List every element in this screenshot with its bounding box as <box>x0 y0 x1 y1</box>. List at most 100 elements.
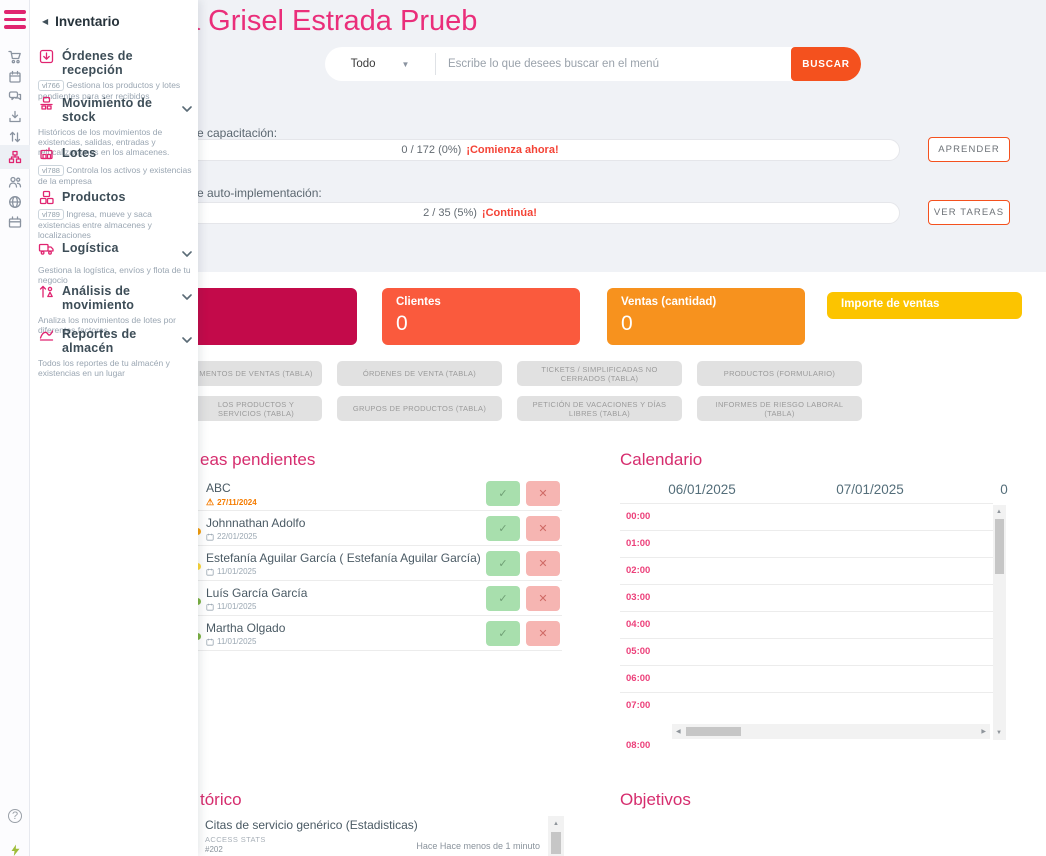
globe-icon[interactable] <box>0 190 30 214</box>
task-confirm-button[interactable]: ✓ <box>486 586 520 611</box>
calendar-time-row[interactable]: 03:00 <box>620 584 993 611</box>
scrollbar-thumb[interactable] <box>995 519 1004 574</box>
scroll-up-arrow-icon[interactable]: ▲ <box>996 509 1002 515</box>
inbox-download-icon[interactable] <box>0 105 30 129</box>
calendar-time-row[interactable]: 05:00 <box>620 638 993 665</box>
stock-movement-icon <box>40 96 53 110</box>
kpi-card-clientes[interactable]: Clientes 0 <box>382 288 580 345</box>
calendar-time-row[interactable]: 01:00 <box>620 530 993 557</box>
chevron-down-icon <box>182 283 192 305</box>
search-button[interactable]: BUSCAR <box>791 47 861 81</box>
sidebar-item-movimiento-stock[interactable]: Movimiento de stock Históricos de los mo… <box>38 95 192 157</box>
time-label: 03:00 <box>626 592 651 603</box>
quick-link-grupos-productos[interactable]: GRUPOS DE PRODUCTOS (TABLA) <box>337 396 502 421</box>
calendar-time-row[interactable]: 04:00 <box>620 611 993 638</box>
sidebar-item-description: Gestiona la logística, envíos y flota de… <box>38 265 191 285</box>
task-confirm-button[interactable]: ✓ <box>486 621 520 646</box>
task-confirm-button[interactable]: ✓ <box>486 551 520 576</box>
training-progress-cta: ¡Comienza ahora! <box>466 144 559 156</box>
users-icon[interactable] <box>0 170 30 194</box>
task-date: 11/01/2025 <box>217 602 257 611</box>
scrollbar-thumb[interactable] <box>686 727 741 736</box>
task-reject-button[interactable]: ✕ <box>526 481 560 506</box>
task-row[interactable]: Luís García García 11/01/2025 ✓ ✕ <box>194 581 562 616</box>
history-item-name[interactable]: Citas de servicio genérico (Estadisticas… <box>205 818 418 832</box>
task-row[interactable]: Martha Olgado 11/01/2025 ✓ ✕ <box>194 616 562 651</box>
task-reject-button[interactable]: ✕ <box>526 551 560 576</box>
quick-link-productos-formulario[interactable]: PRODUCTOS (FORMULARIO) <box>697 361 862 386</box>
sidebar-item-productos[interactable]: Productos vl789 Ingresa, mueve y saca ex… <box>38 189 192 240</box>
task-row[interactable]: Johnnathan Adolfo 22/01/2025 ✓ ✕ <box>194 511 562 546</box>
cart-icon[interactable] <box>0 45 30 69</box>
menu-title: Inventario <box>55 14 120 29</box>
calendar-icon[interactable] <box>0 65 30 89</box>
hamburger-icon[interactable] <box>4 10 26 33</box>
scrollbar-thumb[interactable] <box>551 832 561 854</box>
kpi-value: 0 <box>396 312 408 335</box>
history-scrollbar[interactable]: ▲ <box>548 816 564 856</box>
calendar-time-row[interactable]: 07:00 <box>620 692 993 719</box>
calendar-time-row[interactable]: 02:00 <box>620 557 993 584</box>
sidebar-item-analisis-movimiento[interactable]: Análisis de movimiento Analiza los movim… <box>38 283 192 335</box>
training-progress-label: e capacitación: <box>197 126 278 140</box>
history-section-title: tórico <box>200 790 242 809</box>
calendar-time-row[interactable]: 00:00 <box>620 503 993 530</box>
sidebar-item-ordenes-recepcion[interactable]: Órdenes de recepción vl766 Gestiona los … <box>38 48 192 101</box>
task-date: 11/01/2025 <box>217 637 257 646</box>
calendar-column-header: 0 <box>1000 482 1008 497</box>
task-confirm-button[interactable]: ✓ <box>486 481 520 506</box>
task-row[interactable]: ABC ⚠ 27/11/2024 ✓ ✕ <box>198 476 562 511</box>
sidebar-item-reportes-almacen[interactable]: Reportes de almacén Todos los reportes d… <box>38 326 192 378</box>
kpi-card-ventas-cantidad[interactable]: Ventas (cantidad) 0 <box>607 288 805 345</box>
task-reject-button[interactable]: ✕ <box>526 586 560 611</box>
kpi-label: Ventas (cantidad) <box>621 296 717 308</box>
scroll-left-arrow-icon[interactable]: ◀ <box>676 729 681 735</box>
module-badge: vl789 <box>38 209 64 220</box>
view-tasks-button[interactable]: VER TAREAS <box>928 200 1010 225</box>
sidebar-item-label: Productos <box>62 190 126 204</box>
task-reject-button[interactable]: ✕ <box>526 621 560 646</box>
kpi-card-importe-ventas[interactable]: Importe de ventas <box>827 292 1022 319</box>
task-reject-button[interactable]: ✕ <box>526 516 560 541</box>
sidebar-item-logistica[interactable]: Logística Gestiona la logística, envíos … <box>38 240 192 285</box>
help-icon[interactable]: ? <box>0 804 30 828</box>
search-input[interactable] <box>436 58 861 70</box>
tasks-section-title: eas pendientes <box>200 450 316 469</box>
sort-arrows-icon[interactable] <box>0 125 30 149</box>
search-filter-dropdown[interactable]: Todo ▼ <box>325 58 435 70</box>
sidebar-item-description: Analiza los movimientos de lotes por dif… <box>38 315 176 335</box>
bolt-icon[interactable] <box>0 838 30 856</box>
calendar-horizontal-scrollbar[interactable]: ◀ ▶ <box>672 724 990 739</box>
scroll-down-arrow-icon[interactable]: ▼ <box>996 730 1002 736</box>
quick-link-ordenes-venta[interactable]: ÓRDENES DE VENTA (TABLA) <box>337 361 502 386</box>
calendar-icon <box>206 533 214 541</box>
quick-link-tickets[interactable]: TICKETS / SIMPLIFICADAS NO CERRADOS (TAB… <box>517 361 682 386</box>
quick-link-riesgo-laboral[interactable]: INFORMES DE RIESGO LABORAL (TABLA) <box>697 396 862 421</box>
quick-link-vacaciones[interactable]: PETICIÓN DE VACACIONES Y DÍAS LIBRES (TA… <box>517 396 682 421</box>
scroll-up-arrow-icon[interactable]: ▲ <box>553 821 559 827</box>
goals-section-title: Objetivos <box>620 790 691 809</box>
implementation-progress-value: 2 / 35 (5%) <box>423 207 477 219</box>
calendar-time-row[interactable]: 06:00 <box>620 665 993 692</box>
calendar-vertical-scrollbar[interactable]: ▲ ▼ <box>993 505 1006 740</box>
task-date: 27/11/2024 <box>217 498 257 507</box>
sidebar-item-label: Reportes de almacén <box>62 327 137 355</box>
scroll-right-arrow-icon[interactable]: ▶ <box>981 729 986 735</box>
sitemap-icon[interactable] <box>0 145 30 169</box>
task-row[interactable]: Estefanía Aguilar García ( Estefanía Agu… <box>194 546 562 581</box>
sidebar-item-label: Órdenes de recepción <box>62 49 133 77</box>
sidebar-item-description: Gestiona los productos y lotes pendiente… <box>38 80 181 101</box>
task-confirm-button[interactable]: ✓ <box>486 516 520 541</box>
calendar-icon <box>206 603 214 611</box>
archive-icon[interactable] <box>0 210 30 234</box>
kpi-label: Clientes <box>396 296 441 308</box>
divider <box>435 53 436 75</box>
menu-back-button[interactable]: ◀ Inventario <box>42 14 120 29</box>
sidebar-item-lotes[interactable]: Lotes vl788 Controla los activos y exist… <box>38 145 192 186</box>
reception-orders-icon <box>39 49 54 64</box>
learn-button[interactable]: APRENDER <box>928 137 1010 162</box>
time-label: 02:00 <box>626 565 651 576</box>
chat-icon[interactable] <box>0 85 30 109</box>
time-label: 08:00 <box>626 740 651 750</box>
page-title: a Grisel Estrada Prueb <box>184 5 478 37</box>
